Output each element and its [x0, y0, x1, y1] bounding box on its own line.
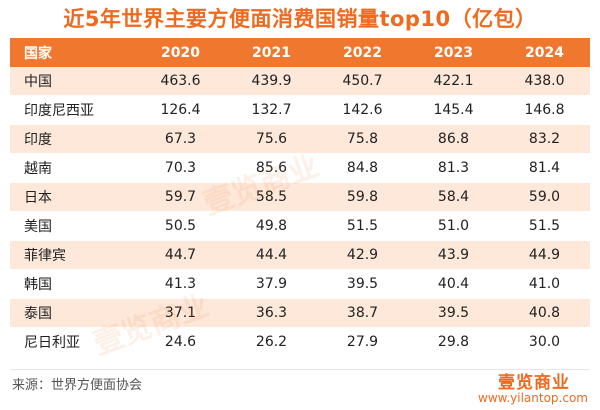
table-row: 美国 50.5 49.8 51.5 51.0 51.5: [10, 211, 590, 241]
value-cell: 36.3: [226, 298, 317, 328]
value-cell: 30.0: [499, 327, 590, 357]
value-cell: 59.7: [135, 182, 226, 212]
value-cell: 41.3: [135, 269, 226, 299]
value-cell: 450.7: [317, 67, 408, 96]
value-cell: 85.6: [226, 153, 317, 183]
value-cell: 40.8: [499, 298, 590, 328]
value-cell: 81.3: [408, 153, 499, 183]
value-cell: 51.5: [499, 211, 590, 241]
value-cell: 59.0: [499, 182, 590, 212]
value-cell: 51.5: [317, 211, 408, 241]
value-cell: 438.0: [499, 67, 590, 96]
brand-logo: 壹览商业: [498, 373, 570, 393]
value-cell: 59.8: [317, 182, 408, 212]
column-header: 2023: [408, 38, 499, 67]
value-cell: 67.3: [135, 124, 226, 154]
value-cell: 44.4: [226, 240, 317, 270]
table-row: 印度尼西亚 126.4 132.7 142.6 145.4 146.8: [10, 95, 590, 125]
source-note: 来源：世界方便面协会: [12, 378, 143, 393]
country-cell: 印度尼西亚: [10, 95, 135, 125]
column-header: 2020: [135, 38, 226, 67]
page-title: 近5年世界主要方便面消费国销量top10（亿包）: [63, 7, 537, 31]
value-cell: 27.9: [317, 327, 408, 357]
value-cell: 86.8: [408, 124, 499, 154]
column-header: 2021: [226, 38, 317, 67]
value-cell: 26.2: [226, 327, 317, 357]
country-cell: 印度: [10, 124, 135, 154]
value-cell: 145.4: [408, 95, 499, 125]
value-cell: 44.7: [135, 240, 226, 270]
country-cell: 韩国: [10, 269, 135, 299]
value-cell: 51.0: [408, 211, 499, 241]
column-header: 2024: [499, 38, 590, 67]
value-cell: 58.4: [408, 182, 499, 212]
brand-url: www.yilantop.com: [478, 391, 588, 405]
value-cell: 58.5: [226, 182, 317, 212]
country-cell: 日本: [10, 182, 135, 212]
country-cell: 中国: [10, 67, 135, 96]
country-cell: 越南: [10, 153, 135, 183]
country-cell: 尼日利亚: [10, 327, 135, 357]
value-cell: 75.6: [226, 124, 317, 154]
value-cell: 39.5: [408, 298, 499, 328]
value-cell: 39.5: [317, 269, 408, 299]
value-cell: 142.6: [317, 95, 408, 125]
value-cell: 126.4: [135, 95, 226, 125]
table-row: 韩国 41.3 37.9 39.5 40.4 41.0: [10, 269, 590, 299]
column-header: 国家: [10, 38, 135, 67]
sales-table: 国家 2020 2021 2022 2023 2024 中国 463.6 439.9…: [10, 38, 590, 357]
value-cell: 37.1: [135, 298, 226, 328]
table-row: 泰国 37.1 36.3 38.7 39.5 40.8: [10, 298, 590, 328]
country-cell: 泰国: [10, 298, 135, 328]
value-cell: 37.9: [226, 269, 317, 299]
table-row: 印度 67.3 75.6 75.8 86.8 83.2: [10, 124, 590, 154]
value-cell: 38.7: [317, 298, 408, 328]
value-cell: 75.8: [317, 124, 408, 154]
table-row: 菲律宾 44.7 44.4 42.9 43.9 44.9: [10, 240, 590, 270]
country-cell: 菲律宾: [10, 240, 135, 270]
value-cell: 29.8: [408, 327, 499, 357]
value-cell: 132.7: [226, 95, 317, 125]
value-cell: 49.8: [226, 211, 317, 241]
value-cell: 43.9: [408, 240, 499, 270]
table-row: 中国 463.6 439.9 450.7 422.1 438.0: [10, 67, 590, 96]
value-cell: 463.6: [135, 67, 226, 96]
value-cell: 44.9: [499, 240, 590, 270]
value-cell: 146.8: [499, 95, 590, 125]
value-cell: 41.0: [499, 269, 590, 299]
value-cell: 84.8: [317, 153, 408, 183]
value-cell: 50.5: [135, 211, 226, 241]
table-row: 越南 70.3 85.6 84.8 81.3 81.4: [10, 153, 590, 183]
value-cell: 24.6: [135, 327, 226, 357]
table-row: 尼日利亚 24.6 26.2 27.9 29.8 30.0: [10, 327, 590, 357]
value-cell: 439.9: [226, 67, 317, 96]
country-cell: 美国: [10, 211, 135, 241]
value-cell: 40.4: [408, 269, 499, 299]
table-header-row: 国家 2020 2021 2022 2023 2024: [10, 38, 590, 67]
value-cell: 81.4: [499, 153, 590, 183]
divider: [10, 369, 590, 370]
value-cell: 422.1: [408, 67, 499, 96]
column-header: 2022: [317, 38, 408, 67]
value-cell: 70.3: [135, 153, 226, 183]
value-cell: 83.2: [499, 124, 590, 154]
value-cell: 42.9: [317, 240, 408, 270]
table-row: 日本 59.7 58.5 59.8 58.4 59.0: [10, 182, 590, 212]
